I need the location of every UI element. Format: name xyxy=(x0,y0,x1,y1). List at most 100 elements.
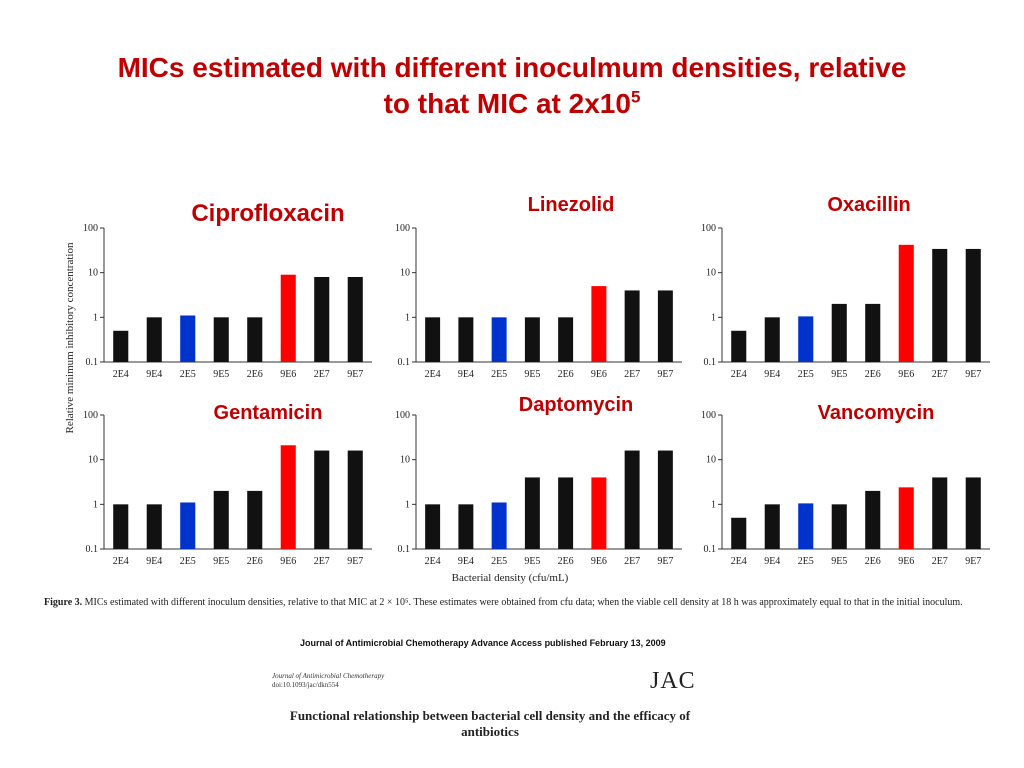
ciprofloxacin-x-tick-label: 2E6 xyxy=(247,369,263,380)
gentamicin-bar-2e6 xyxy=(247,490,263,549)
linezolid-x-tick-label: 9E6 xyxy=(591,369,607,380)
chart-title-ciprofloxacin: Ciprofloxacin xyxy=(191,200,345,227)
vancomycin-bar-2e6 xyxy=(865,490,881,549)
gentamicin-x-tick-label: 9E4 xyxy=(146,556,162,567)
journal-name: Journal of Antimicrobial Chemotherapy xyxy=(272,672,385,680)
daptomycin-y-tick-label: 100 xyxy=(395,410,410,421)
ciprofloxacin-x-tick-label: 9E6 xyxy=(280,369,296,380)
vancomycin-bar-9e6 xyxy=(898,487,914,549)
gentamicin-x-tick-label: 2E6 xyxy=(247,556,263,567)
vancomycin-bar-9e7 xyxy=(965,477,981,549)
oxacillin-y-tick-label: 1 xyxy=(711,312,716,323)
chart-title-gentamicin: Gentamicin xyxy=(213,402,323,424)
oxacillin-x-tick-label: 2E7 xyxy=(932,369,948,380)
x-axis-label: Bacterial density (cfu/mL) xyxy=(451,572,569,584)
daptomycin-x-tick-label: 2E6 xyxy=(558,556,574,567)
journal-citation: Journal of Antimicrobial Chemotherapy Ad… xyxy=(300,638,666,648)
oxacillin-x-tick-label: 9E4 xyxy=(764,369,780,380)
ciprofloxacin-bar-9e4 xyxy=(146,317,162,362)
daptomycin-x-tick-label: 2E4 xyxy=(425,556,441,567)
gentamicin-bar-2e5 xyxy=(180,502,196,549)
vancomycin-bar-2e7 xyxy=(932,477,948,549)
daptomycin-bar-9e7 xyxy=(657,450,673,549)
gentamicin-x-tick-label: 9E6 xyxy=(280,556,296,567)
daptomycin-bar-2e4 xyxy=(425,504,441,549)
ciprofloxacin-x-tick-label: 2E7 xyxy=(314,369,330,380)
vancomycin-bar-2e4 xyxy=(731,517,747,549)
daptomycin-bar-9e4 xyxy=(458,504,474,549)
slide-title-line1: MICs estimated with different inoculmum … xyxy=(117,52,907,83)
daptomycin-bar-9e6 xyxy=(591,477,607,549)
oxacillin-x-tick-label: 2E5 xyxy=(798,369,814,380)
daptomycin-bar-9e5 xyxy=(524,477,540,549)
vancomycin-bar-9e4 xyxy=(764,504,780,549)
linezolid-bar-2e4 xyxy=(425,317,441,362)
linezolid-bar-9e4 xyxy=(458,317,474,362)
oxacillin-bar-9e7 xyxy=(965,248,981,362)
jac-logo: JAC xyxy=(650,668,696,694)
linezolid-bar-9e5 xyxy=(524,317,540,362)
gentamicin-x-tick-label: 2E5 xyxy=(180,556,196,567)
oxacillin-x-tick-label: 2E4 xyxy=(731,369,747,380)
vancomycin-x-tick-label: 2E4 xyxy=(731,556,747,567)
ciprofloxacin-bar-9e7 xyxy=(347,276,363,362)
vancomycin-y-tick-label: 10 xyxy=(706,455,716,466)
linezolid-y-tick-label: 1 xyxy=(405,312,410,323)
gentamicin-y-tick-label: 10 xyxy=(88,455,98,466)
ciprofloxacin-x-tick-label: 9E4 xyxy=(146,369,162,380)
oxacillin-y-tick-label: 100 xyxy=(701,223,716,234)
gentamicin-bar-9e7 xyxy=(347,450,363,549)
chart-title-daptomycin: Daptomycin xyxy=(518,394,634,416)
vancomycin-x-tick-label: 2E6 xyxy=(865,556,881,567)
gentamicin-y-tick-label: 1 xyxy=(93,499,98,510)
gentamicin-x-tick-label: 2E4 xyxy=(113,556,129,567)
ciprofloxacin-bar-9e6 xyxy=(280,274,296,362)
gentamicin-y-tick-label: 100 xyxy=(83,410,98,421)
oxacillin-x-tick-label: 9E6 xyxy=(898,369,914,380)
daptomycin-y-tick-label: 10 xyxy=(400,455,410,466)
oxacillin-x-tick-label: 2E6 xyxy=(865,369,881,380)
ciprofloxacin-x-tick-label: 9E5 xyxy=(213,369,229,380)
oxacillin-bar-2e5 xyxy=(798,316,814,362)
slide-title: MICs estimated with different inoculmum … xyxy=(40,50,984,122)
daptomycin-x-tick-label: 2E5 xyxy=(491,556,507,567)
ciprofloxacin-bar-2e6 xyxy=(247,317,263,362)
oxacillin-bar-9e5 xyxy=(831,303,847,362)
oxacillin-x-tick-label: 9E7 xyxy=(965,369,981,380)
y-axis-label: Relative minimum inhibitory concentratio… xyxy=(64,242,76,434)
daptomycin-x-tick-label: 9E7 xyxy=(657,556,673,567)
linezolid-x-tick-label: 2E6 xyxy=(558,369,574,380)
oxacillin-bar-2e7 xyxy=(932,248,948,362)
daptomycin-y-tick-label: 1 xyxy=(405,499,410,510)
vancomycin-y-tick-label: 0.1 xyxy=(704,544,717,555)
oxacillin-y-tick-label: 0.1 xyxy=(704,357,717,368)
linezolid-x-tick-label: 2E5 xyxy=(491,369,507,380)
oxacillin-x-tick-label: 9E5 xyxy=(831,369,847,380)
vancomycin-bar-2e5 xyxy=(798,503,814,549)
vancomycin-x-tick-label: 9E5 xyxy=(831,556,847,567)
doi: doi:10.1093/jac/dkn554 xyxy=(272,681,339,689)
oxacillin-bar-9e4 xyxy=(764,317,780,362)
slide-title-line2: to that MIC at 2x10 xyxy=(383,88,631,119)
daptomycin-y-tick-label: 0.1 xyxy=(398,544,411,555)
linezolid-x-tick-label: 2E7 xyxy=(624,369,640,380)
linezolid-bar-9e6 xyxy=(591,286,607,362)
gentamicin-bar-9e5 xyxy=(213,490,229,549)
gentamicin-x-tick-label: 9E7 xyxy=(347,556,363,567)
gentamicin-x-tick-label: 9E5 xyxy=(213,556,229,567)
ciprofloxacin-y-tick-label: 10 xyxy=(88,268,98,279)
ciprofloxacin-y-tick-label: 100 xyxy=(83,223,98,234)
linezolid-bar-2e6 xyxy=(558,317,574,362)
ciprofloxacin-bar-2e7 xyxy=(314,276,330,362)
linezolid-bar-9e7 xyxy=(657,290,673,362)
linezolid-y-tick-label: 10 xyxy=(400,268,410,279)
slide-title-superscript: 5 xyxy=(630,87,641,107)
chart-title-oxacillin: Oxacillin xyxy=(827,194,911,216)
oxacillin-y-tick-label: 10 xyxy=(706,268,716,279)
vancomycin-y-tick-label: 100 xyxy=(701,410,716,421)
daptomycin-bar-2e5 xyxy=(491,502,507,549)
vancomycin-bar-9e5 xyxy=(831,504,847,549)
daptomycin-x-tick-label: 9E4 xyxy=(458,556,474,567)
chart-title-linezolid: Linezolid xyxy=(527,194,615,216)
